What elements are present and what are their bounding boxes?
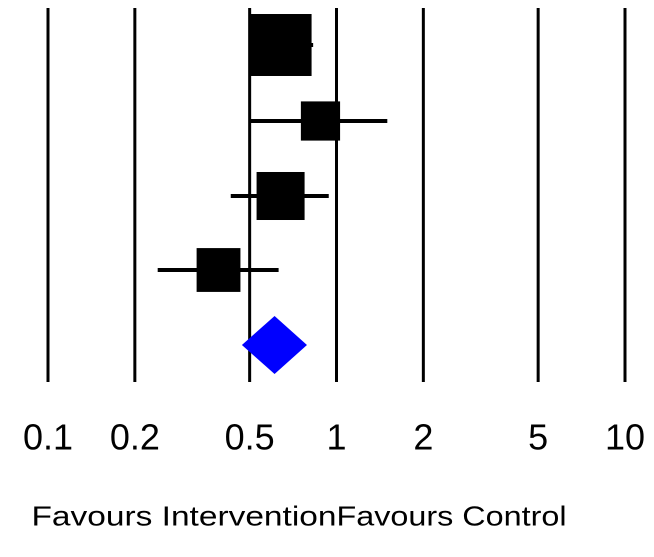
x-tick-label: 0.2 xyxy=(110,417,160,458)
favours-right-label: Favours Control xyxy=(337,500,567,531)
x-tick-label: 0.5 xyxy=(225,417,275,458)
study-square xyxy=(300,101,341,141)
x-tick-label: 5 xyxy=(528,417,548,458)
study-square xyxy=(196,248,241,292)
x-tick-label: 2 xyxy=(413,417,433,458)
x-tick-label: 10 xyxy=(605,417,645,458)
study-square xyxy=(249,14,312,76)
x-tick-label: 0.1 xyxy=(23,417,73,458)
study-square xyxy=(256,171,305,221)
summary-diamond xyxy=(241,316,307,374)
x-tick-label: 1 xyxy=(326,417,346,458)
favours-left-label: Favours Intervention xyxy=(32,500,337,531)
